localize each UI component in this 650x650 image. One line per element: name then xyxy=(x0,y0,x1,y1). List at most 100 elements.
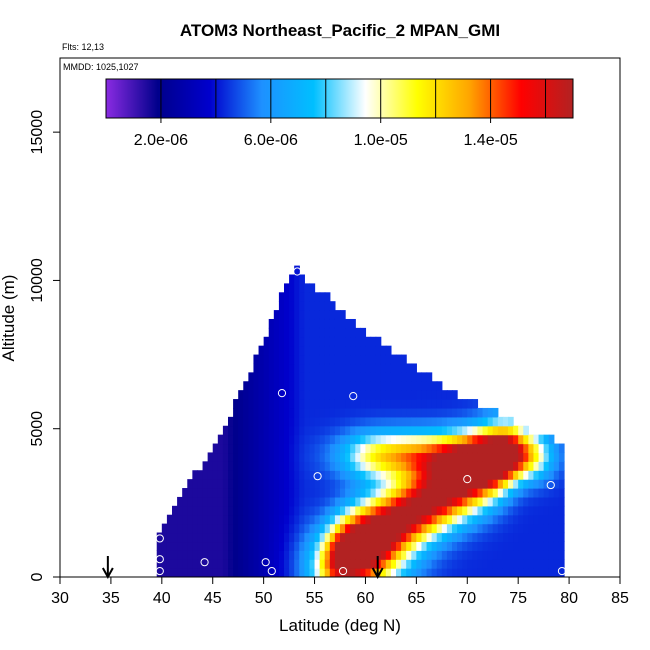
heatmap-cell xyxy=(426,523,433,534)
heatmap-cell xyxy=(233,479,239,489)
sample-marker xyxy=(349,391,358,401)
heatmap-cell xyxy=(345,443,351,454)
heatmap-cell xyxy=(441,541,448,551)
heatmap-cell xyxy=(441,470,448,480)
heatmap-cell xyxy=(441,390,448,400)
heatmap-cell xyxy=(334,568,341,577)
heatmap-cell xyxy=(446,496,453,507)
heatmap-cell xyxy=(289,452,295,462)
heatmap-cell xyxy=(553,470,560,480)
heatmap-cell xyxy=(497,568,504,577)
heatmap-cell xyxy=(396,354,402,365)
heatmap-cell xyxy=(380,505,387,516)
x-tick-label: 30 xyxy=(51,590,69,607)
heatmap-cell xyxy=(345,523,351,534)
heatmap-cell xyxy=(192,470,199,480)
heatmap-cell xyxy=(467,416,473,427)
heatmap-cell xyxy=(365,399,372,409)
heatmap-cell xyxy=(365,532,372,543)
heatmap-cell xyxy=(289,479,295,489)
heatmap-cell xyxy=(258,399,265,409)
heatmap-cell xyxy=(345,559,351,569)
heatmap-cell xyxy=(299,523,305,534)
heatmap-cell xyxy=(334,514,341,525)
heatmap-cell xyxy=(304,514,311,525)
heatmap-cell xyxy=(309,345,316,356)
heatmap-cell xyxy=(304,372,311,382)
heatmap-cell xyxy=(233,514,239,525)
heatmap-cell xyxy=(273,452,280,462)
heatmap-cell xyxy=(324,292,331,302)
heatmap-cell xyxy=(350,425,356,436)
heatmap-cell xyxy=(360,532,367,543)
heatmap-cell xyxy=(548,559,555,569)
heatmap-cell xyxy=(299,496,305,507)
heatmap-cell xyxy=(294,372,300,382)
heatmap-cell xyxy=(431,550,438,560)
heatmap-cell xyxy=(340,310,346,320)
heatmap-cell xyxy=(365,505,372,516)
heatmap-cell xyxy=(553,568,560,577)
sample-marker xyxy=(155,534,164,543)
heatmap-cell xyxy=(370,399,377,409)
heatmap-cell xyxy=(248,568,255,577)
heatmap-cell xyxy=(289,461,295,471)
heatmap-cell xyxy=(304,301,311,311)
heatmap-cell xyxy=(319,354,326,365)
heatmap-cell xyxy=(462,550,468,560)
heatmap-cell xyxy=(548,532,555,543)
heatmap-cell xyxy=(340,452,346,462)
heatmap-cell xyxy=(350,488,356,498)
heatmap-cell xyxy=(319,523,326,534)
heatmap-cell xyxy=(487,541,494,551)
heatmap-cell xyxy=(360,541,367,551)
heatmap-cell xyxy=(314,381,321,391)
sample-marker xyxy=(261,558,270,567)
heatmap-cell xyxy=(482,523,489,534)
heatmap-cell xyxy=(207,532,214,543)
heatmap-cell xyxy=(248,461,255,471)
heatmap-cell xyxy=(233,488,239,498)
heatmap-cell xyxy=(207,523,214,534)
heatmap-cell xyxy=(492,541,499,551)
heatmap-cell xyxy=(553,541,560,551)
heatmap-cell xyxy=(487,488,494,498)
heatmap-cell xyxy=(324,372,331,382)
heatmap-cell xyxy=(166,523,173,534)
heatmap-cell xyxy=(421,505,428,516)
heatmap-cell xyxy=(528,550,535,560)
heatmap-cell xyxy=(273,559,280,569)
heatmap-cell xyxy=(523,479,529,489)
heatmap-cell xyxy=(446,514,453,525)
heatmap-cell xyxy=(319,470,326,480)
heatmap-cell xyxy=(233,399,239,409)
heatmap-cell xyxy=(360,327,367,338)
heatmap-cell xyxy=(217,505,224,516)
heatmap-cell xyxy=(172,514,178,525)
heatmap-cell xyxy=(385,372,392,382)
heatmap-cell xyxy=(289,514,295,525)
heatmap-cell xyxy=(278,514,285,525)
heatmap-cell xyxy=(543,559,550,569)
heatmap-cell xyxy=(284,470,290,480)
heatmap-cell xyxy=(548,523,555,534)
heatmap-cell xyxy=(294,381,300,391)
heatmap-cell xyxy=(172,568,178,577)
heatmap-cell xyxy=(497,514,504,525)
heatmap-cell xyxy=(380,532,387,543)
heatmap-cell xyxy=(273,532,280,543)
heatmap-cell xyxy=(284,461,290,471)
heatmap-cell xyxy=(273,354,280,365)
heatmap-cell xyxy=(360,479,367,489)
heatmap-cell xyxy=(477,470,484,480)
heatmap-cell xyxy=(441,532,448,543)
heatmap-cell xyxy=(370,434,377,445)
heatmap-cell xyxy=(329,559,336,569)
heatmap-cell xyxy=(284,514,290,525)
heatmap-cell xyxy=(482,470,489,480)
heatmap-cell xyxy=(457,523,463,534)
heatmap-cell xyxy=(212,470,219,480)
heatmap-cell xyxy=(411,461,417,471)
heatmap-cell xyxy=(482,505,489,516)
heatmap-cell xyxy=(299,310,305,320)
